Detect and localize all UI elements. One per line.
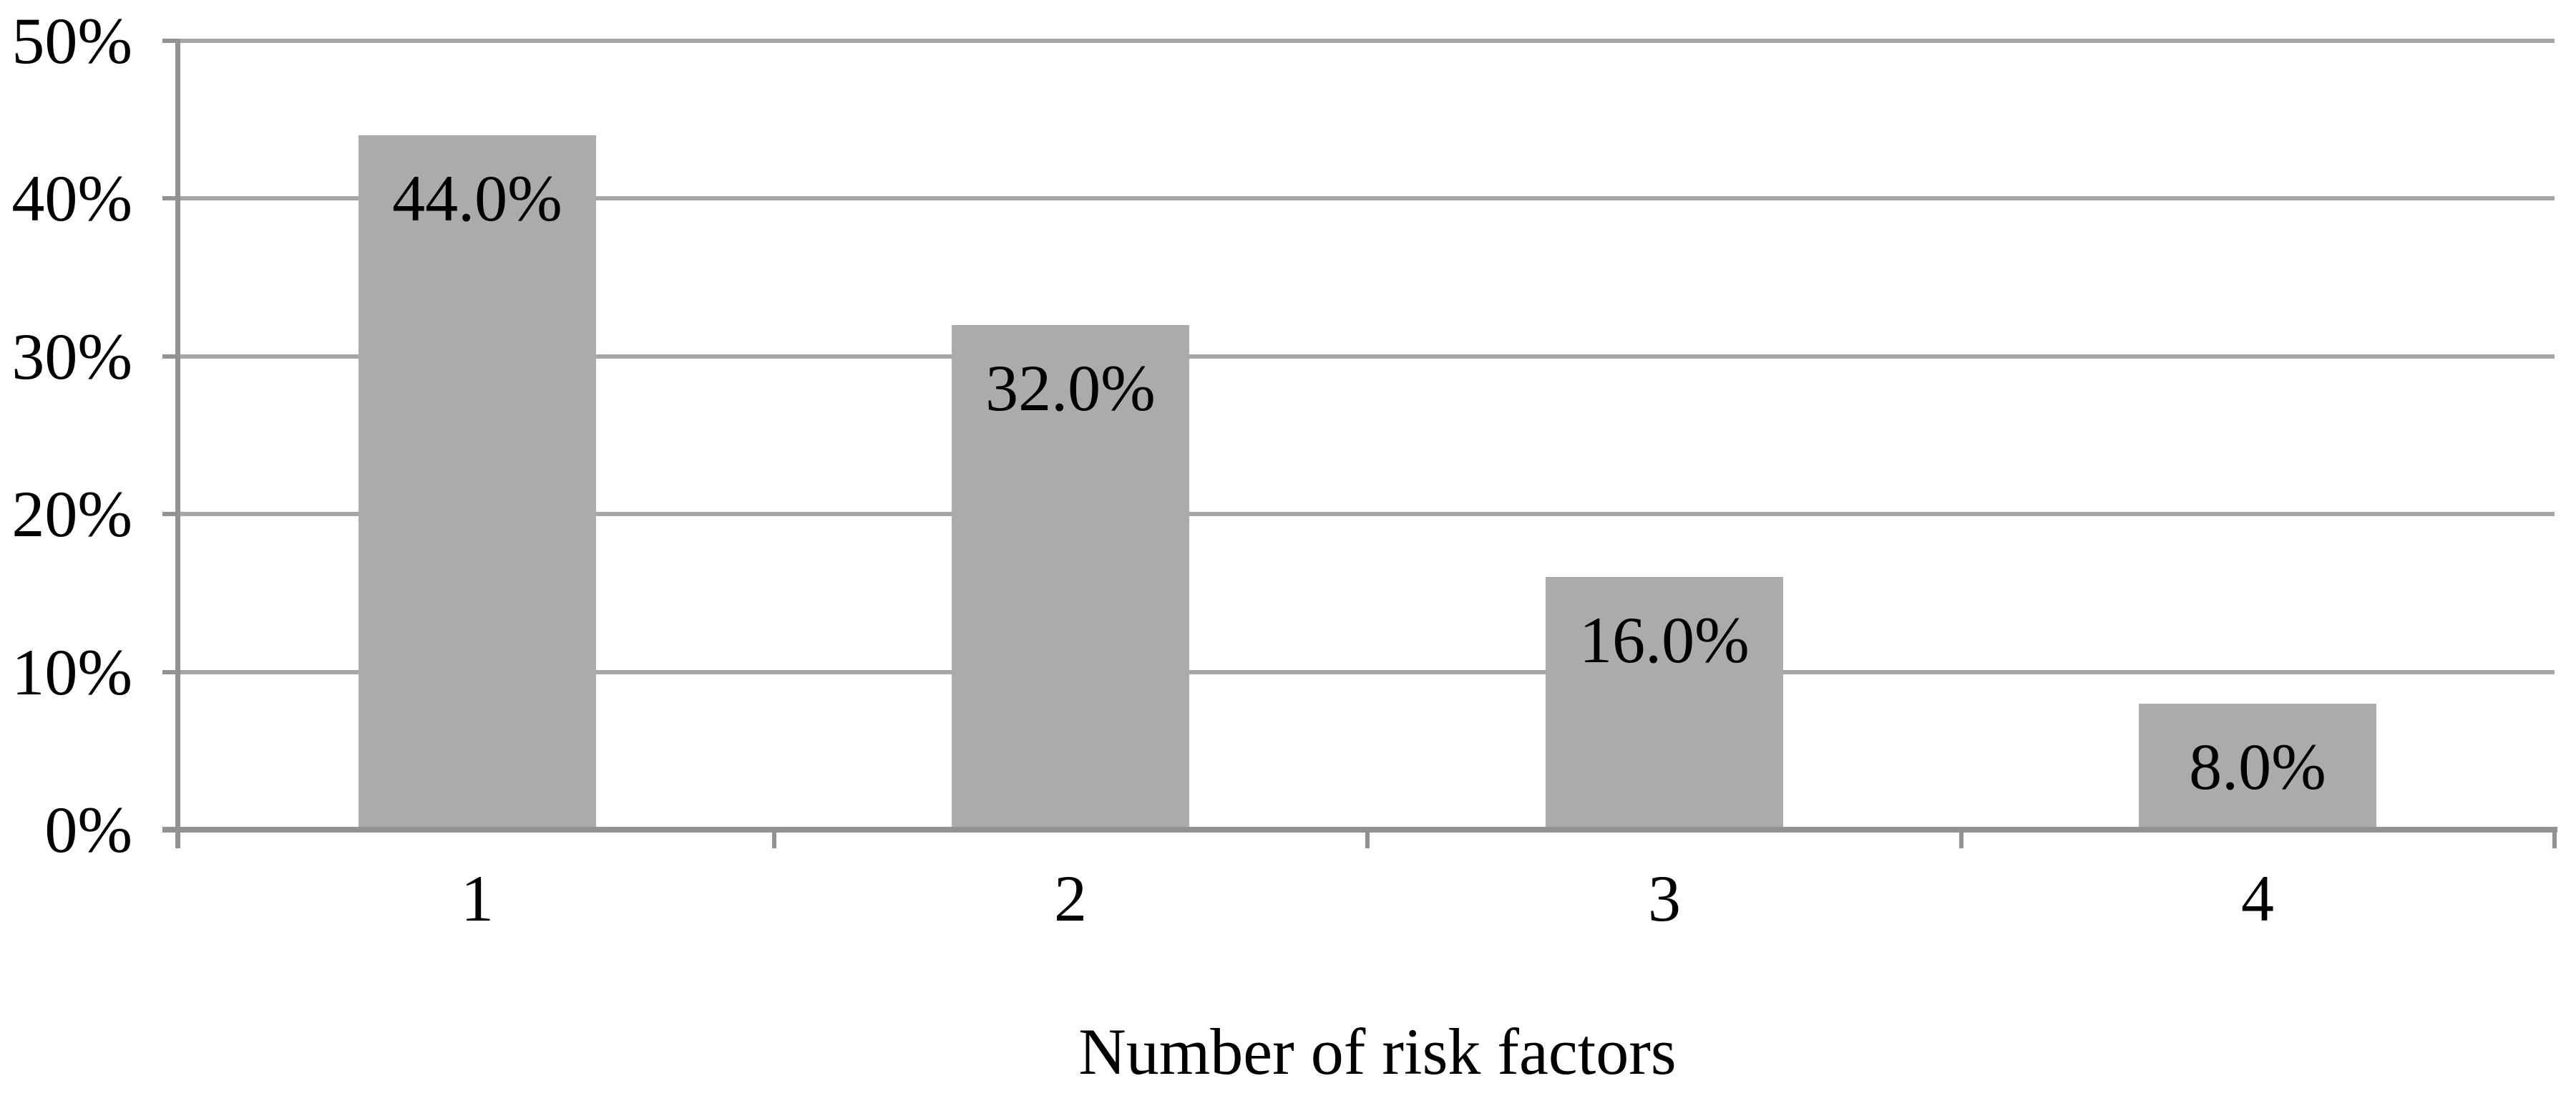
y-axis-tick xyxy=(162,39,180,43)
y-axis-tick xyxy=(162,512,180,517)
gridline xyxy=(180,354,2555,359)
x-axis-category-label: 2 xyxy=(1054,862,1087,935)
bar-value-label: 32.0% xyxy=(985,351,1156,425)
x-axis-tick xyxy=(1365,830,1370,848)
x-axis-tick xyxy=(2552,830,2557,848)
x-axis-line xyxy=(162,827,2557,833)
y-axis-tick-label: 20% xyxy=(11,477,132,551)
y-axis-tick xyxy=(162,354,180,359)
gridline xyxy=(180,39,2555,43)
bar-value-label: 8.0% xyxy=(2189,729,2326,803)
y-axis-tick-label: 40% xyxy=(11,162,132,236)
bar xyxy=(358,135,596,831)
y-axis-tick-label: 30% xyxy=(11,319,132,393)
y-axis-tick-label: 0% xyxy=(44,793,132,866)
x-axis-category-label: 4 xyxy=(2241,862,2274,935)
y-axis-tick xyxy=(162,196,180,201)
x-axis-title: Number of risk factors xyxy=(1078,1015,1677,1088)
x-axis-tick xyxy=(772,830,776,848)
y-axis-tick-label: 10% xyxy=(11,635,132,709)
x-axis-category-label: 1 xyxy=(461,862,494,935)
x-axis-category-label: 3 xyxy=(1648,862,1681,935)
gridline xyxy=(180,196,2555,201)
y-axis-tick xyxy=(162,669,180,674)
x-axis-tick xyxy=(1959,830,1963,848)
bar xyxy=(2139,703,2376,831)
bar-value-label: 44.0% xyxy=(392,162,562,236)
y-axis-line xyxy=(175,41,180,848)
y-axis-tick-label: 50% xyxy=(11,4,132,77)
bar xyxy=(952,324,1189,831)
bar-value-label: 16.0% xyxy=(1579,603,1750,677)
bar xyxy=(1546,577,1783,831)
gridline xyxy=(180,512,2555,517)
gridline xyxy=(180,669,2555,674)
